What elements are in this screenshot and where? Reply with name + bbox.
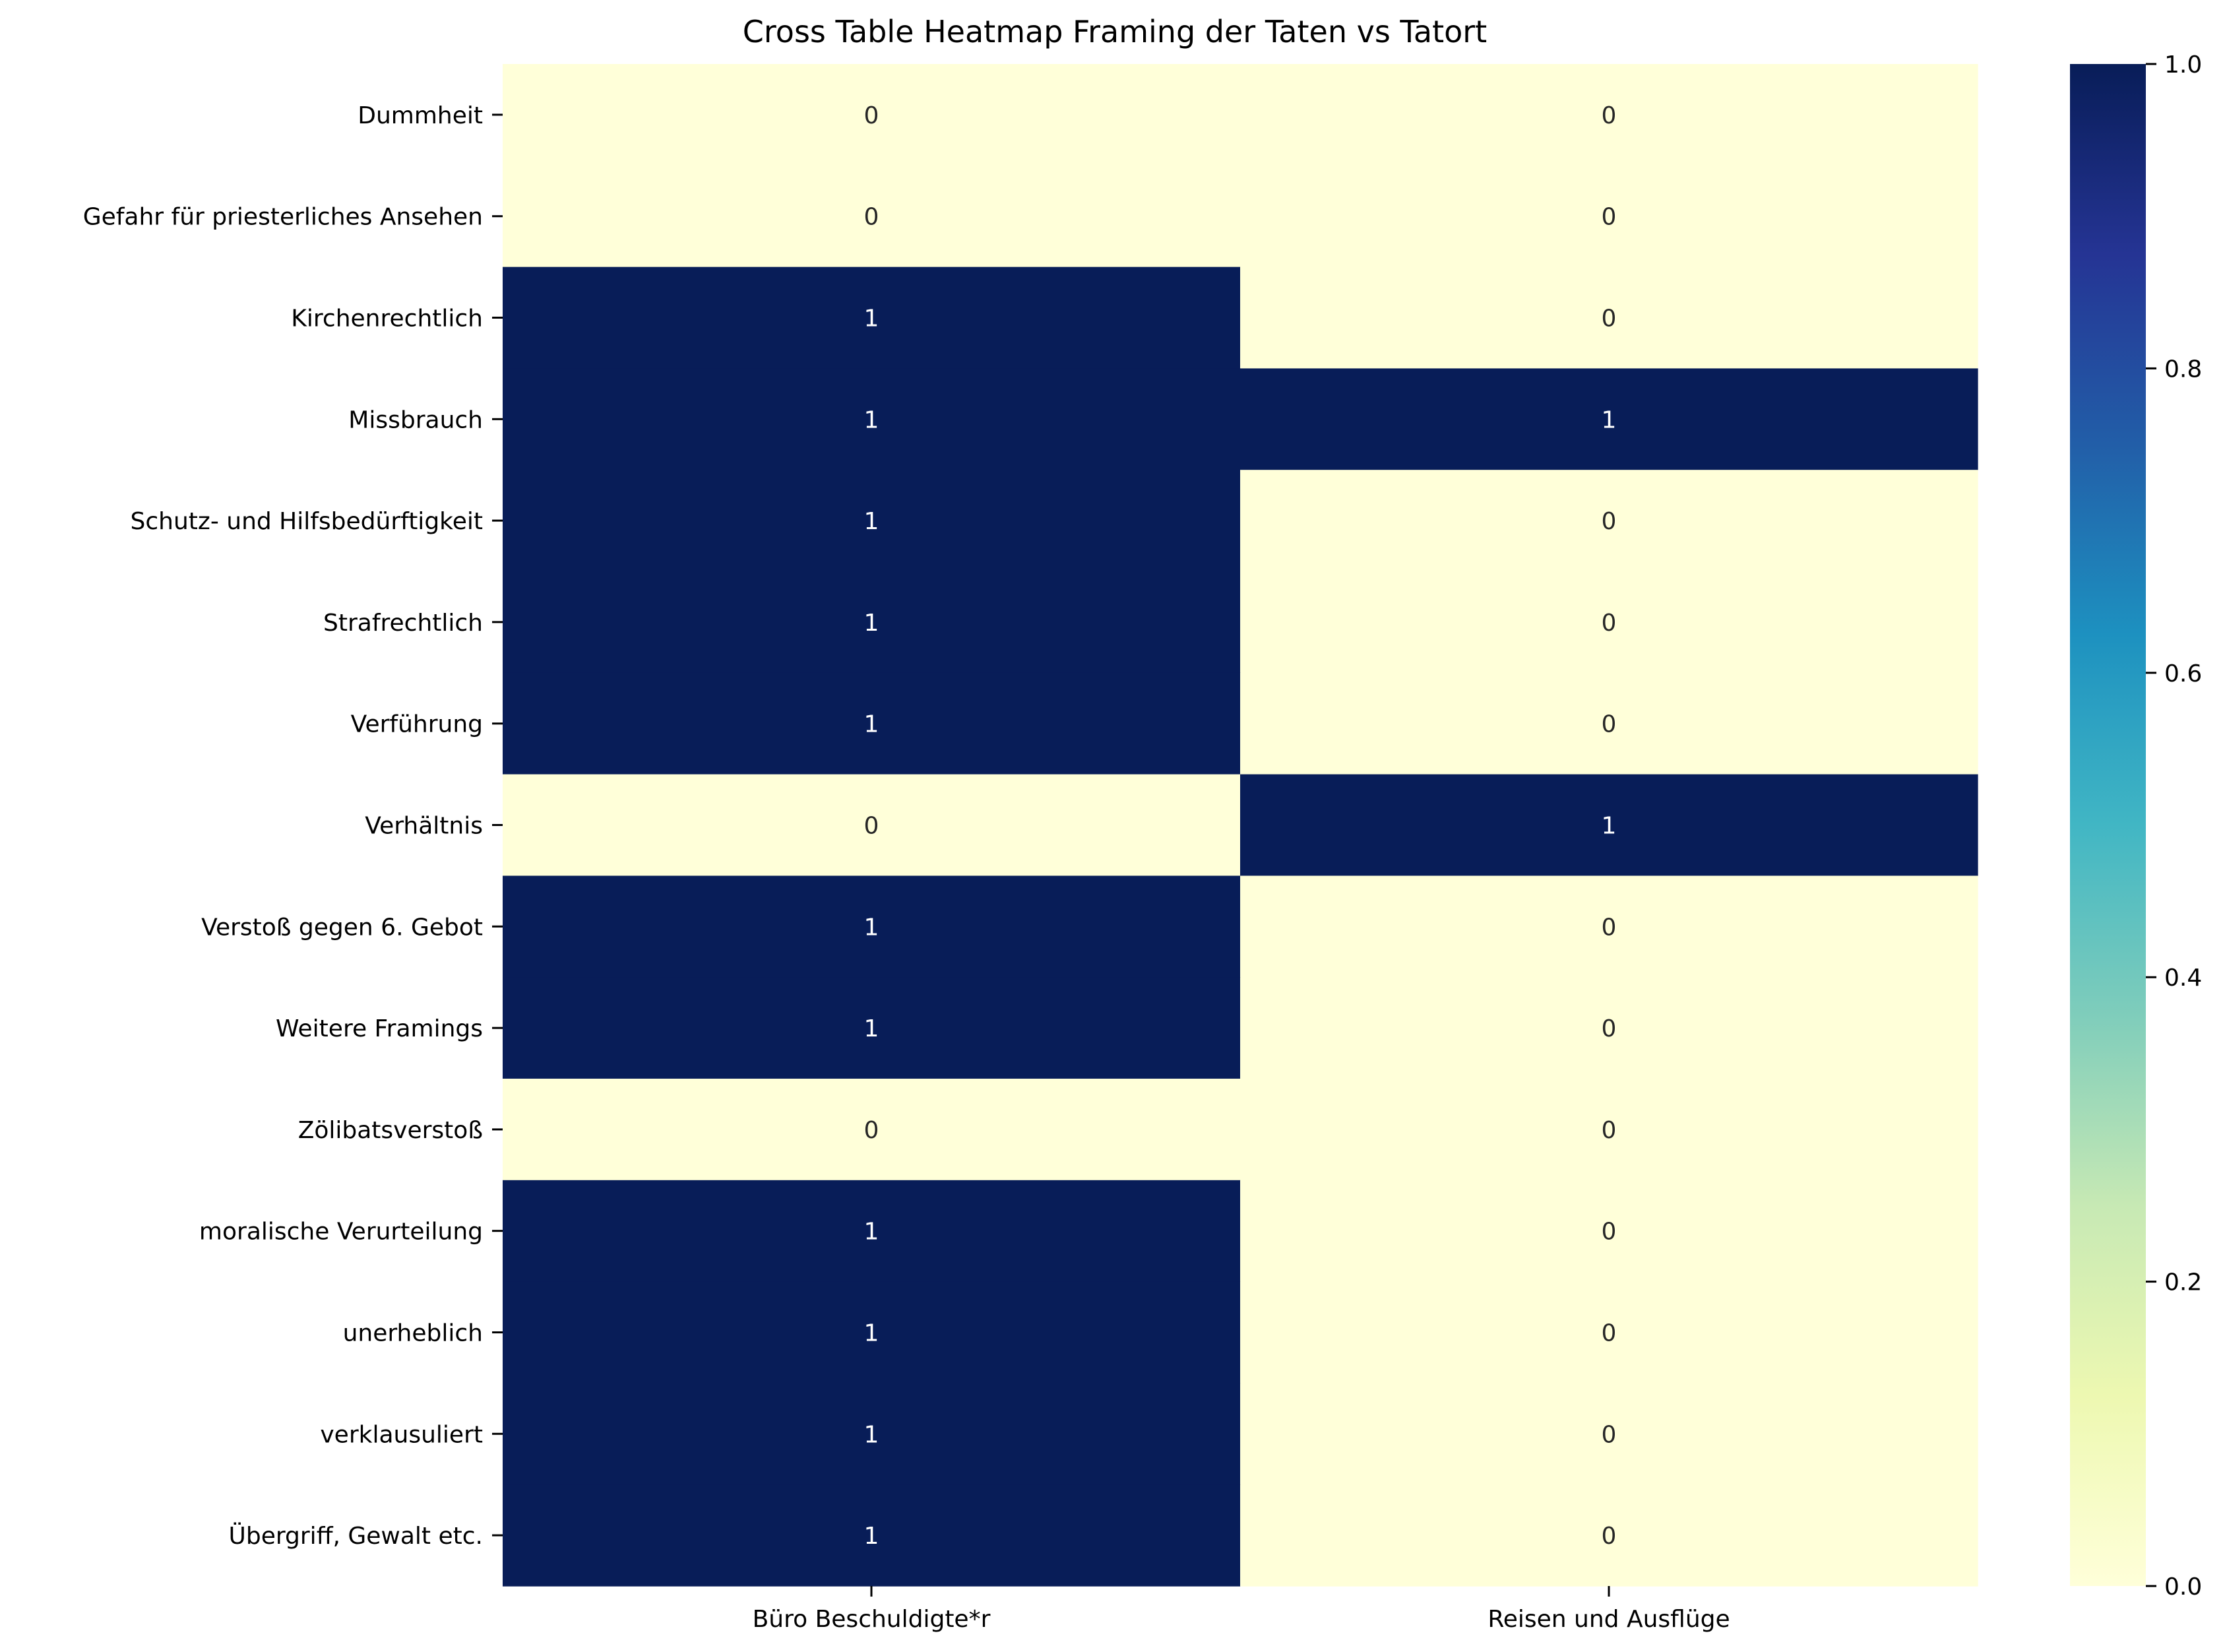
colorbar: 0.0 0.2 0.4 0.6 0.8 1.0 [2070, 51, 2202, 1601]
heatmap-cell-value: 1 [864, 711, 879, 738]
heatmap-cell [503, 774, 1241, 876]
heatmap-cell-value: 0 [1602, 102, 1617, 129]
heatmap-cell-value: 0 [1602, 914, 1617, 941]
heatmap-cell [503, 1484, 1241, 1587]
heatmap-cell [1240, 165, 1978, 268]
colorbar-tick-label: 1.0 [2164, 51, 2202, 79]
heatmap-cell-value: 1 [1602, 406, 1617, 433]
heatmap-cell [1240, 1281, 1978, 1383]
x-tick-label: Reisen und Ausflüge [1488, 1606, 1730, 1633]
y-tick-label: Verstoß gegen 6. Gebot [201, 914, 483, 941]
y-tick-label: Strafrechtlich [323, 610, 483, 637]
heatmap-cell [503, 1180, 1241, 1283]
heatmap-cell [1240, 1079, 1978, 1181]
y-tick-label: Missbrauch [348, 406, 483, 433]
heatmap-cell-value: 0 [1602, 1117, 1617, 1144]
heatmap-cell-value: 0 [1602, 305, 1617, 333]
y-tick-label: unerheblich [343, 1320, 483, 1347]
heatmap-cell [503, 672, 1241, 775]
heatmap-cell-value: 1 [864, 1219, 879, 1246]
y-tick-label: Kirchenrechtlich [291, 305, 483, 333]
heatmap-cell [1240, 368, 1978, 470]
heatmap-cell-value: 1 [864, 1523, 879, 1550]
heatmap-cell [503, 267, 1241, 369]
heatmap-cell [1240, 64, 1978, 166]
heatmap-cell-value: 0 [864, 1117, 879, 1144]
heatmap-cell-value: 1 [864, 1320, 879, 1347]
heatmap-cell [503, 1281, 1241, 1383]
heatmap-cell-value: 1 [1602, 813, 1617, 840]
colorbar-tick-label: 0.6 [2164, 660, 2202, 687]
heatmap-cell [1240, 774, 1978, 876]
heatmap-cell-value: 1 [864, 1421, 879, 1448]
y-tick-label: Weitere Framings [276, 1015, 483, 1042]
heatmap-cell [1240, 672, 1978, 775]
heatmap-cell-value: 1 [864, 914, 879, 941]
heatmap-cell [503, 1383, 1241, 1485]
colorbar-gradient [2070, 64, 2146, 1586]
heatmap-cell [503, 571, 1241, 674]
heatmap-cell-value: 1 [864, 610, 879, 637]
heatmap-cell-labels: 0 0 0 0 1 0 1 1 1 0 1 0 1 0 0 1 1 0 1 0 0 0 1 0 1 0 1 0 1 0 [864, 102, 1617, 1550]
heatmap-cells [503, 64, 1978, 1587]
y-tick-label: Verhältnis [365, 813, 483, 840]
x-axis: Büro Beschuldigte*r Reisen und Ausflüge [753, 1586, 1730, 1633]
x-tick-label: Büro Beschuldigte*r [753, 1606, 991, 1633]
heatmap-cell-value: 0 [864, 813, 879, 840]
heatmap-cell [1240, 1484, 1978, 1587]
heatmap-cell-value: 0 [1602, 711, 1617, 738]
heatmap-cell-value: 1 [864, 1015, 879, 1042]
heatmap-cell [1240, 571, 1978, 674]
chart-title: Cross Table Heatmap Framing der Taten vs… [743, 14, 1487, 49]
heatmap-cell [1240, 1383, 1978, 1485]
heatmap-cell-value: 1 [864, 305, 879, 333]
y-tick-label: Gefahr für priesterliches Ansehen [83, 204, 483, 231]
heatmap-cell-value: 0 [1602, 1421, 1617, 1448]
heatmap-cell-value: 1 [864, 508, 879, 535]
y-tick-label: Schutz- und Hilfsbedürftigkeit [131, 508, 483, 535]
heatmap-cell-value: 0 [1602, 508, 1617, 535]
heatmap-cell [503, 1079, 1241, 1181]
y-tick-label: Dummheit [358, 102, 483, 129]
heatmap-cell [1240, 875, 1978, 978]
heatmap-cell-value: 0 [1602, 610, 1617, 637]
heatmap-cell-value: 0 [864, 204, 879, 231]
heatmap-cell-value: 0 [1602, 1320, 1617, 1347]
heatmap-cell [503, 875, 1241, 978]
heatmap-cell [1240, 267, 1978, 369]
heatmap-cell [503, 470, 1241, 572]
heatmap-cell-value: 0 [1602, 1523, 1617, 1550]
colorbar-tick-label: 0.4 [2164, 965, 2202, 992]
heatmap-cell [1240, 1180, 1978, 1283]
colorbar-tick-label: 0.0 [2164, 1573, 2202, 1601]
heatmap-cell-value: 0 [1602, 204, 1617, 231]
heatmap-cell [503, 64, 1241, 166]
y-tick-label: Übergriff, Gewalt etc. [229, 1522, 483, 1550]
heatmap-cell [1240, 470, 1978, 572]
heatmap-cell [503, 165, 1241, 268]
y-tick-label: verklausuliert [320, 1421, 483, 1448]
heatmap-cell-value: 0 [1602, 1015, 1617, 1042]
heatmap-cell-value: 1 [864, 406, 879, 433]
colorbar-tick-label: 0.2 [2164, 1269, 2202, 1296]
y-tick-label: Verführung [351, 711, 483, 738]
y-axis: Dummheit Gefahr für priesterliches Ansehe… [83, 102, 503, 1550]
heatmap-cell [503, 977, 1241, 1079]
y-tick-label: Zölibatsverstoß [298, 1117, 483, 1144]
heatmap-cell [503, 368, 1241, 470]
y-tick-label: moralische Verurteilung [199, 1219, 483, 1246]
heatmap-cell-value: 0 [864, 102, 879, 129]
heatmap-cell [1240, 977, 1978, 1079]
colorbar-tick-label: 0.8 [2164, 356, 2202, 383]
heatmap-cell-value: 0 [1602, 1219, 1617, 1246]
